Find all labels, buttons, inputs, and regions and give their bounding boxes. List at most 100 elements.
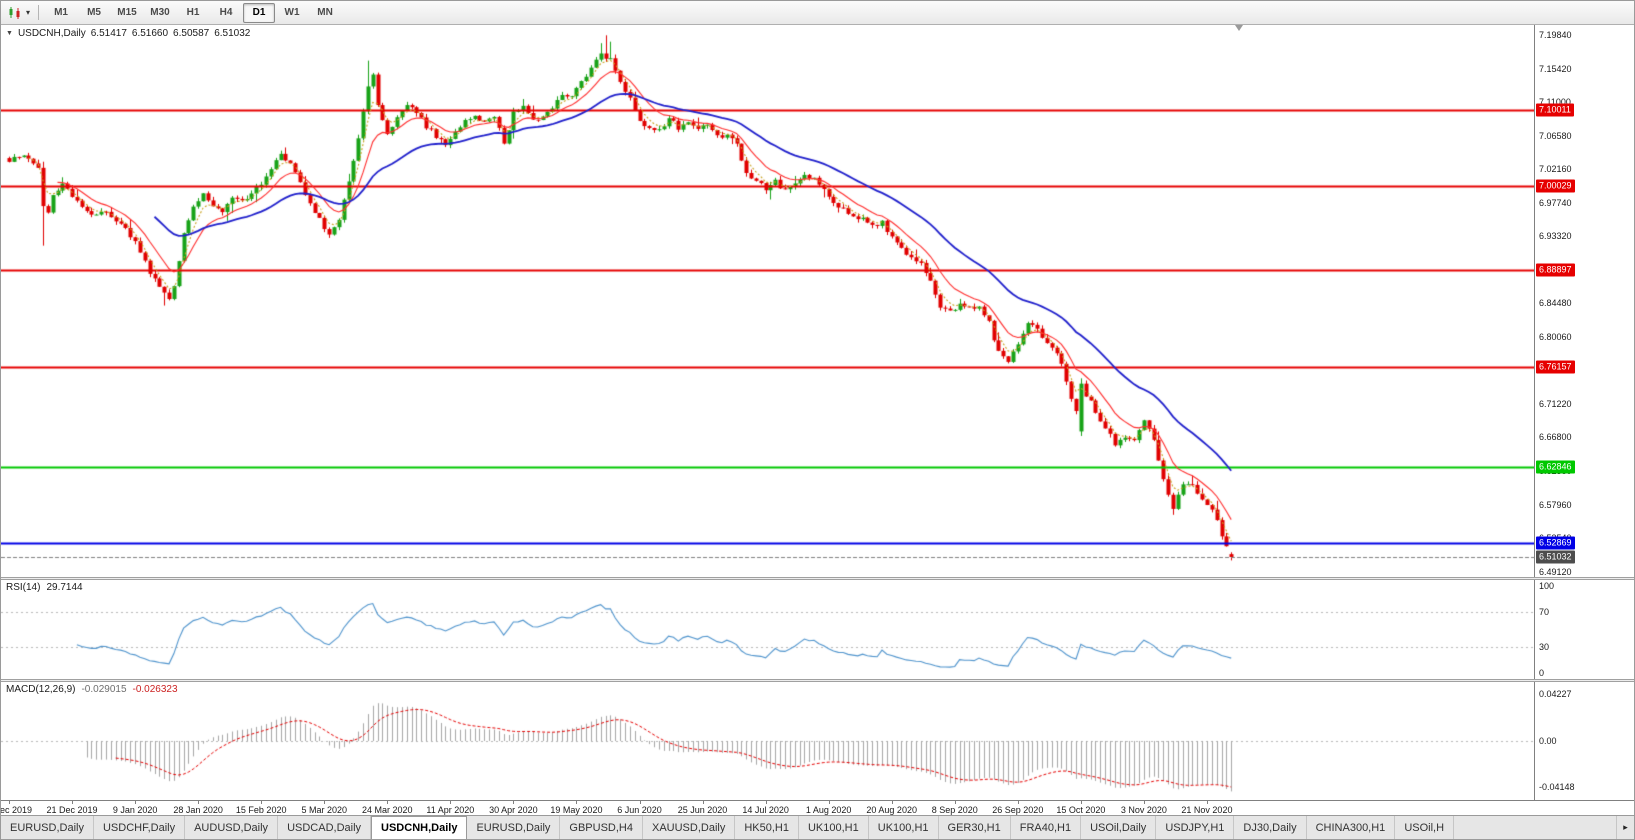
panel-divider[interactable] bbox=[1, 577, 1634, 580]
symbol-name: USDCNH,Daily bbox=[17, 28, 86, 39]
price-tick-label: 6.49120 bbox=[1539, 566, 1572, 577]
date-tick-mark bbox=[702, 801, 704, 804]
tab-uk100-h1[interactable]: UK100,H1 bbox=[798, 816, 869, 839]
symbol-ohlc-label: ▼ USDCNH,Daily 6.51417 6.51660 6.50587 6… bbox=[6, 28, 250, 39]
macd-label: MACD(12,26,9) -0.029015 -0.026323 bbox=[6, 684, 178, 695]
tab-gbpusd-h4[interactable]: GBPUSD,H4 bbox=[560, 816, 643, 839]
tab-usdcad-daily[interactable]: USDCAD,Daily bbox=[278, 816, 372, 839]
date-tick-label: 1 Aug 2020 bbox=[805, 805, 852, 815]
rsi-tick-label: 0 bbox=[1539, 668, 1545, 678]
chart-type-icon[interactable] bbox=[5, 4, 25, 22]
date-tick-mark bbox=[324, 801, 326, 804]
macd-panel: MACD(12,26,9) -0.029015 -0.026323 0.0422… bbox=[1, 682, 1634, 800]
tab-hk50-h1[interactable]: HK50,H1 bbox=[735, 816, 799, 839]
panel-divider[interactable] bbox=[1, 679, 1634, 682]
timeframe-button-d1[interactable]: D1 bbox=[243, 2, 276, 23]
date-tick-label: 21 Nov 2020 bbox=[1181, 805, 1233, 815]
timeframe-button-h4[interactable]: H4 bbox=[219, 6, 233, 18]
tab-usoil-daily[interactable]: USOil,Daily bbox=[1081, 816, 1157, 839]
timeframe-button-mn[interactable]: MN bbox=[317, 6, 333, 18]
date-tick-label: 11 Apr 2020 bbox=[426, 805, 475, 815]
timeframe-button-m1[interactable]: M1 bbox=[54, 6, 68, 18]
macd-tick-label: 0.00 bbox=[1539, 736, 1557, 746]
date-tick-mark bbox=[891, 801, 893, 804]
current-price-badge: 6.51032 bbox=[1536, 550, 1575, 564]
price-tick-label: 6.80060 bbox=[1539, 331, 1572, 342]
ohlc-close: 6.51032 bbox=[214, 28, 251, 39]
tab-dj30-daily[interactable]: DJ30,Daily bbox=[1234, 816, 1307, 839]
price-chart-panel: ▼ USDCNH,Daily 6.51417 6.51660 6.50587 6… bbox=[1, 25, 1634, 577]
rsi-tick-label: 70 bbox=[1539, 607, 1550, 618]
chart-shift-marker-icon[interactable] bbox=[1235, 25, 1244, 31]
toolbar-separator bbox=[38, 5, 40, 20]
date-tick-mark bbox=[72, 801, 74, 804]
price-tick-label: 7.06580 bbox=[1539, 130, 1572, 141]
macd-name: MACD(12,26,9) bbox=[6, 684, 76, 695]
date-tick-label: 9 Jan 2020 bbox=[112, 805, 158, 815]
rsi-tick-label: 30 bbox=[1539, 641, 1550, 652]
timeframe-button-w1[interactable]: W1 bbox=[284, 6, 300, 18]
tab-fra40-h1[interactable]: FRA40,H1 bbox=[1010, 816, 1082, 839]
price-level-badge: 6.88897 bbox=[1536, 263, 1575, 277]
chart-area: ▼ USDCNH,Daily 6.51417 6.51660 6.50587 6… bbox=[1, 25, 1634, 817]
date-tick-label: 3 Nov 2020 bbox=[1120, 805, 1167, 815]
tab-audusd-daily[interactable]: AUDUSD,Daily bbox=[185, 816, 279, 839]
chart-menu-caret-icon[interactable]: ▾ bbox=[26, 8, 31, 17]
date-tick-label: 26 Sep 2020 bbox=[992, 805, 1044, 815]
price-tick-label: 7.19840 bbox=[1539, 30, 1572, 41]
date-tick-label: 30 Apr 2020 bbox=[489, 805, 538, 815]
macd-axis[interactable]: 0.04227 0.00 -0.04148 bbox=[1534, 682, 1634, 800]
date-tick-label: 14 Jul 2020 bbox=[742, 805, 789, 815]
price-chart-canvas[interactable] bbox=[1, 25, 1536, 577]
price-level-badge: 6.76157 bbox=[1536, 360, 1575, 374]
date-tick-mark bbox=[261, 801, 263, 804]
date-tick-label: 20 Aug 2020 bbox=[866, 805, 917, 815]
date-tick-label: 15 Oct 2020 bbox=[1056, 805, 1106, 815]
tab-ger30-h1[interactable]: GER30,H1 bbox=[938, 816, 1011, 839]
date-tick-mark bbox=[198, 801, 200, 804]
timeframe-button-m30[interactable]: M30 bbox=[150, 6, 170, 18]
macd-canvas[interactable] bbox=[1, 682, 1536, 800]
timeframe-button-m5[interactable]: M5 bbox=[87, 6, 101, 18]
tab-xauusd-daily[interactable]: XAUUSD,Daily bbox=[642, 816, 736, 839]
rsi-label: RSI(14) 29.7144 bbox=[6, 582, 83, 593]
date-tick-mark bbox=[513, 801, 515, 804]
rsi-tick-label: 100 bbox=[1539, 581, 1555, 591]
price-level-badge: 6.52869 bbox=[1536, 536, 1575, 550]
timeframe-button-m15[interactable]: M15 bbox=[117, 6, 137, 18]
date-tick-mark bbox=[135, 801, 137, 804]
tab-scroll-right-icon[interactable]: ▸ bbox=[1616, 816, 1634, 839]
rsi-panel: RSI(14) 29.7144 100 70 30 0 bbox=[1, 580, 1634, 679]
macd-main-value: -0.029015 bbox=[81, 684, 127, 695]
tab-usdjpy-h1[interactable]: USDJPY,H1 bbox=[1156, 816, 1235, 839]
tab-usoil-h[interactable]: USOil,H bbox=[1395, 816, 1455, 839]
collapse-ohlc-icon[interactable]: ▼ bbox=[6, 30, 13, 37]
rsi-canvas[interactable] bbox=[1, 580, 1536, 679]
rsi-axis[interactable]: 100 70 30 0 bbox=[1534, 580, 1634, 679]
price-tick-label: 7.11000 bbox=[1539, 97, 1571, 108]
tab-china300-h1[interactable]: CHINA300,H1 bbox=[1306, 816, 1396, 839]
rsi-value: 29.7144 bbox=[46, 582, 83, 593]
date-tick-label: 21 Dec 2019 bbox=[46, 805, 98, 815]
date-tick-mark bbox=[450, 801, 452, 804]
tab-usdcnh-daily[interactable]: USDCNH,Daily bbox=[371, 816, 468, 839]
price-axis[interactable]: 7.19840 7.15420 7.11000 7.06580 7.02160 6.977… bbox=[1534, 25, 1634, 577]
ohlc-low: 6.50587 bbox=[173, 28, 210, 39]
timeframe-button-h1[interactable]: H1 bbox=[186, 6, 200, 18]
price-tick-label: 6.93320 bbox=[1539, 231, 1572, 242]
date-tick-mark bbox=[387, 801, 389, 804]
date-tick-mark bbox=[9, 801, 10, 804]
date-tick-label: 28 Jan 2020 bbox=[173, 805, 223, 815]
price-level-badge: 7.00029 bbox=[1536, 179, 1575, 193]
date-tick-label: 25 Jun 2020 bbox=[677, 805, 728, 815]
price-tick-label: 7.02160 bbox=[1539, 164, 1572, 175]
tab-eurusd-daily[interactable]: EURUSD,Daily bbox=[1, 816, 94, 839]
tab-uk100-h1[interactable]: UK100,H1 bbox=[868, 816, 939, 839]
tab-usdchf-daily[interactable]: USDCHF,Daily bbox=[93, 816, 186, 839]
date-axis[interactable]: 3 Dec 2019 21 Dec 2019 9 Jan 2020 28 Jan 20… bbox=[1, 800, 1634, 817]
date-tick-label: 15 Feb 2020 bbox=[235, 805, 287, 815]
macd-tick-label: -0.04148 bbox=[1539, 782, 1575, 793]
date-tick-label: 5 Mar 2020 bbox=[301, 805, 348, 815]
tab-eurusd-daily[interactable]: EURUSD,Daily bbox=[467, 816, 561, 839]
